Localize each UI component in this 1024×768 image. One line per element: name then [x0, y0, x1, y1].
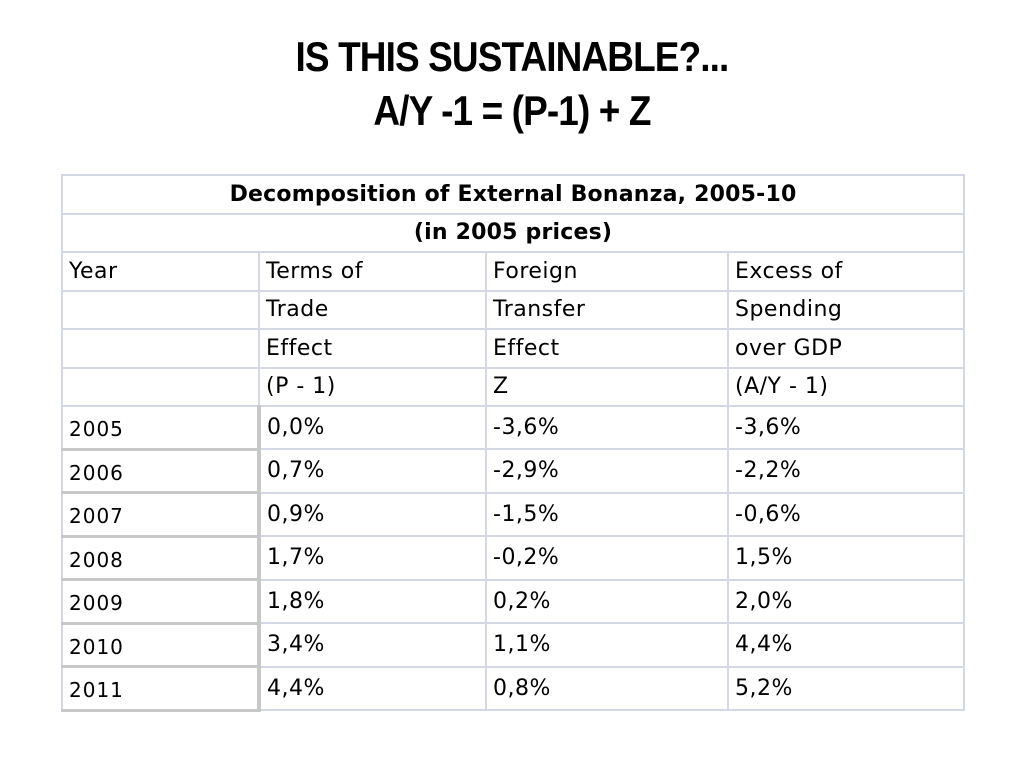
table-row: 2008 1,7% -0,2% 1,5%: [61, 535, 966, 581]
excess-spending-cell: 4,4%: [726, 622, 966, 668]
foreign-transfer-cell: -0,2%: [485, 535, 729, 581]
excess-spending-cell: 1,5%: [726, 535, 966, 581]
table-caption: Decomposition of External Bonanza, 2005-…: [60, 174, 966, 215]
header-cell-year: Year: [61, 251, 260, 292]
foreign-transfer-cell: -2,9%: [485, 448, 729, 494]
terms-of-trade-cell: 1,7%: [258, 535, 487, 581]
header-cell-terms-of-trade: Effect: [258, 328, 487, 369]
bonanza-decomposition-table: Decomposition of External Bonanza, 2005-…: [60, 174, 966, 712]
header-cell-foreign-transfer: Effect: [485, 328, 729, 369]
foreign-transfer-cell: 1,1%: [485, 622, 729, 668]
header-row: (P - 1) Z (A/Y - 1): [61, 366, 966, 407]
terms-of-trade-cell: 0,9%: [258, 491, 487, 537]
header-cell-year: [61, 366, 260, 407]
year-cell: 2010: [61, 622, 261, 668]
table-row: 2010 3,4% 1,1% 4,4%: [61, 622, 966, 668]
header-row: Year Terms of Foreign Excess of: [61, 251, 966, 292]
year-cell: 2011: [61, 665, 261, 712]
header-cell-foreign-transfer: Z: [485, 366, 729, 407]
table-row: 2007 0,9% -1,5% -0,6%: [61, 491, 966, 538]
year-cell: 2008: [61, 535, 261, 581]
header-cell-excess-spending: Excess of: [726, 251, 966, 292]
excess-spending-cell: -3,6%: [726, 405, 966, 450]
year-cell: 2007: [61, 491, 261, 538]
year-cell: 2006: [61, 448, 261, 494]
header-row: Trade Transfer Spending: [61, 289, 966, 330]
table-row: 2006 0,7% -2,9% -2,2%: [61, 448, 966, 494]
header-cell-terms-of-trade: Trade: [258, 289, 487, 330]
header-cell-excess-spending: over GDP: [726, 328, 966, 369]
excess-spending-cell: 2,0%: [726, 578, 966, 624]
table-row: 2011 4,4% 0,8% 5,2%: [61, 665, 966, 712]
header-cell-year: [61, 289, 260, 330]
header-cell-terms-of-trade: (P - 1): [258, 366, 487, 407]
year-cell: 2005: [61, 405, 261, 451]
terms-of-trade-cell: 0,0%: [258, 405, 487, 450]
foreign-transfer-cell: -3,6%: [485, 405, 729, 450]
header-cell-foreign-transfer: Transfer: [485, 289, 729, 330]
table-subcaption: (in 2005 prices): [60, 212, 966, 253]
terms-of-trade-cell: 0,7%: [258, 448, 487, 494]
table-row: 2005 0,0% -3,6% -3,6%: [61, 405, 966, 451]
excess-spending-cell: 5,2%: [726, 665, 966, 711]
foreign-transfer-cell: 0,8%: [485, 665, 729, 711]
header-cell-excess-spending: Spending: [726, 289, 966, 330]
slide-title: IS THIS SUSTAINABLE?... A/Y -1 = (P-1) +…: [61, 30, 962, 138]
table-row: 2009 1,8% 0,2% 2,0%: [61, 578, 966, 625]
header-row: Effect Effect over GDP: [61, 328, 966, 369]
excess-spending-cell: -0,6%: [726, 491, 966, 537]
caption-row: (in 2005 prices): [60, 212, 966, 253]
header-cell-year: [61, 328, 260, 369]
year-cell: 2009: [61, 578, 261, 625]
header-cell-excess-spending: (A/Y - 1): [726, 366, 966, 407]
terms-of-trade-cell: 4,4%: [258, 665, 487, 711]
header-cell-foreign-transfer: Foreign: [485, 251, 729, 292]
foreign-transfer-cell: 0,2%: [485, 578, 729, 624]
caption-row: Decomposition of External Bonanza, 2005-…: [60, 174, 966, 215]
terms-of-trade-cell: 3,4%: [258, 622, 487, 668]
slide-title-line-1: IS THIS SUSTAINABLE?...: [295, 33, 730, 80]
terms-of-trade-cell: 1,8%: [258, 578, 487, 624]
foreign-transfer-cell: -1,5%: [485, 491, 729, 537]
excess-spending-cell: -2,2%: [726, 448, 966, 494]
header-cell-terms-of-trade: Terms of: [258, 251, 487, 292]
slide-title-line-2: A/Y -1 = (P-1) + Z: [373, 87, 651, 134]
